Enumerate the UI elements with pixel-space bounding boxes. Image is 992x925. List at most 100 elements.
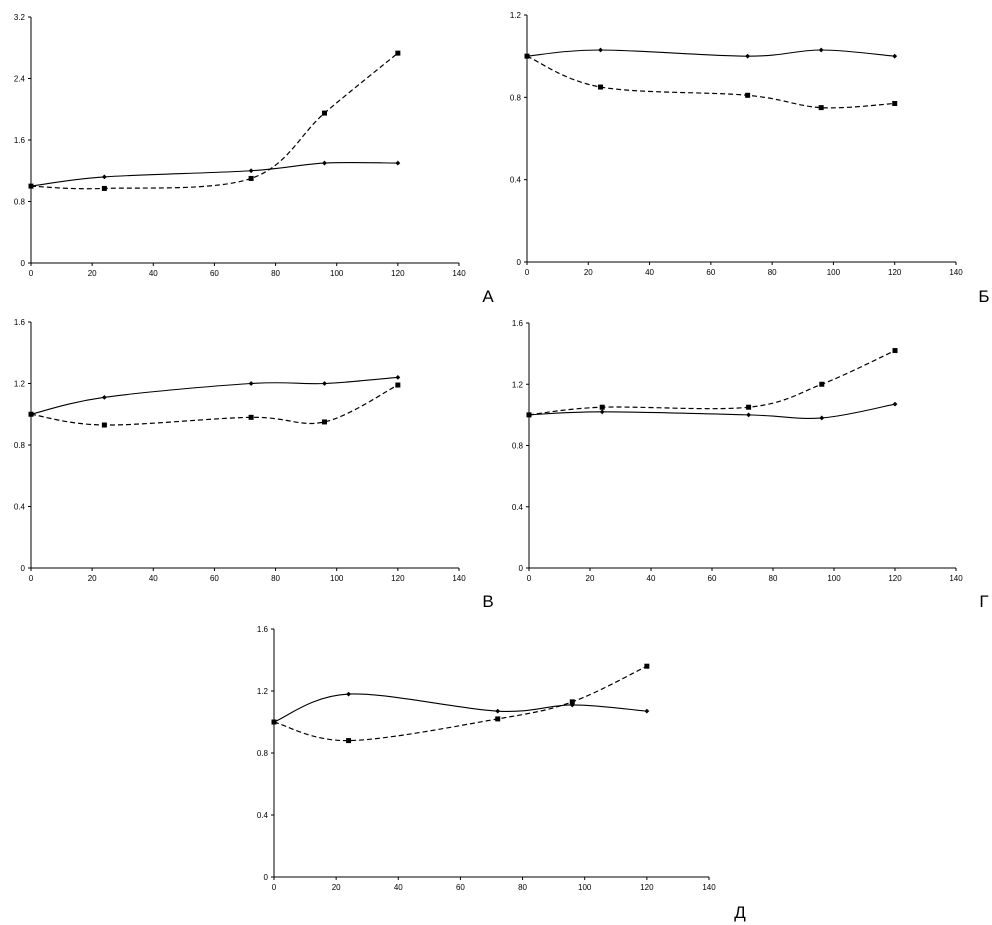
y-tick-label: 0.8 xyxy=(257,749,269,758)
x-tick-label: 0 xyxy=(29,269,34,278)
x-tick-label: 120 xyxy=(888,268,902,277)
x-tick-label: 120 xyxy=(391,269,405,278)
square-point-marker xyxy=(321,110,327,116)
diamond-point-marker xyxy=(745,53,751,59)
y-tick-label: 1.2 xyxy=(14,380,26,389)
diamond-point-marker xyxy=(892,53,898,59)
diamond-point-marker xyxy=(746,412,751,418)
x-tick-label: 100 xyxy=(827,268,841,277)
diamond-point-marker xyxy=(395,374,401,380)
square-point-marker xyxy=(101,185,107,191)
x-tick-label: 20 xyxy=(88,574,97,583)
panel-label: Б xyxy=(978,287,989,306)
square-point-marker xyxy=(818,105,824,111)
y-tick-label: 0.8 xyxy=(14,441,26,450)
y-tick-label: 0 xyxy=(264,873,269,882)
square-point-marker xyxy=(248,175,254,181)
series-line-2 xyxy=(273,665,648,742)
x-tick-label: 140 xyxy=(452,574,466,583)
x-tick-label: 60 xyxy=(706,268,715,277)
square-point-marker xyxy=(321,419,327,425)
y-tick-label: 2.4 xyxy=(14,75,26,84)
diamond-point-marker xyxy=(644,708,650,714)
square-point-marker xyxy=(524,53,530,59)
diamond-point-marker xyxy=(101,394,107,400)
x-tick-label: 120 xyxy=(888,574,902,583)
square-point-marker xyxy=(598,84,604,90)
square-point-marker xyxy=(248,414,254,420)
y-tick-label: 1.2 xyxy=(257,687,269,696)
x-tick-label: 120 xyxy=(391,574,405,583)
diamond-point-marker xyxy=(818,47,824,53)
x-tick-label: 40 xyxy=(149,269,158,278)
y-tick-label: 0 xyxy=(21,259,26,268)
diamond-point-marker xyxy=(395,160,401,166)
x-tick-label: 140 xyxy=(949,574,963,583)
diamond-point-marker xyxy=(892,401,898,407)
chart-panel-5: 0 0.4 0.8 1.2 1.6 0 20 40 60 80 100 120 140 Д xyxy=(257,625,746,922)
x-tick-label: 40 xyxy=(149,574,158,583)
x-tick-label: 60 xyxy=(210,269,219,278)
x-tick-label: 80 xyxy=(271,269,280,278)
diamond-point-marker xyxy=(322,160,327,166)
x-tick-label: 80 xyxy=(768,268,777,277)
square-point-marker xyxy=(892,348,898,354)
square-point-marker xyxy=(746,404,752,410)
panel-label: А xyxy=(482,287,494,306)
square-point-marker xyxy=(28,411,34,417)
square-point-marker xyxy=(495,716,501,722)
diamond-point-marker xyxy=(346,691,351,697)
diamond-point-marker xyxy=(599,409,605,415)
x-tick-label: 40 xyxy=(394,883,403,892)
y-tick-label: 1.2 xyxy=(510,11,522,20)
x-tick-label: 0 xyxy=(272,883,277,892)
chart-panel-1: 0 0.8 1.6 2.4 3.2 0 20 40 60 80 100 120 140 А xyxy=(14,13,494,306)
chart-panel-4: 0 0.4 0.8 1.2 1.6 0 20 40 60 80 100 120 140 Г xyxy=(512,319,989,611)
y-tick-label: 0.4 xyxy=(14,503,26,512)
x-tick-label: 100 xyxy=(330,269,344,278)
series-line-2 xyxy=(30,384,399,426)
diamond-point-marker xyxy=(495,708,501,714)
square-point-marker xyxy=(892,101,898,107)
x-tick-label: 60 xyxy=(210,574,219,583)
square-point-marker xyxy=(271,719,277,725)
square-point-marker xyxy=(28,183,34,189)
y-tick-label: 0.4 xyxy=(257,811,269,820)
x-tick-label: 140 xyxy=(702,883,716,892)
y-tick-label: 3.2 xyxy=(14,13,26,22)
x-tick-label: 140 xyxy=(949,268,963,277)
x-tick-label: 20 xyxy=(586,574,595,583)
square-point-marker xyxy=(395,50,401,56)
y-tick-label: 0 xyxy=(519,564,524,573)
series-line-1 xyxy=(273,693,647,723)
diamond-point-marker xyxy=(322,381,327,386)
diamond-point-marker xyxy=(248,381,254,386)
chart-panel-2: 0 0.4 0.8 1.2 0 20 40 60 80 100 120 140 Б xyxy=(510,11,990,306)
y-tick-label: 1.6 xyxy=(512,319,524,328)
x-tick-label: 100 xyxy=(330,574,344,583)
x-tick-label: 40 xyxy=(647,574,656,583)
series-line-2 xyxy=(526,55,895,109)
square-point-marker xyxy=(819,381,825,387)
x-tick-label: 100 xyxy=(578,883,592,892)
x-tick-label: 0 xyxy=(29,574,34,583)
square-point-marker xyxy=(569,699,575,705)
x-tick-label: 60 xyxy=(456,883,465,892)
x-tick-label: 80 xyxy=(518,883,527,892)
square-point-marker xyxy=(101,422,107,428)
series-line-1 xyxy=(526,49,895,57)
series-line-2 xyxy=(528,350,896,416)
y-tick-label: 0 xyxy=(517,258,522,267)
series-line-1 xyxy=(30,376,398,415)
square-point-marker xyxy=(599,404,605,410)
diamond-point-marker xyxy=(101,174,107,180)
x-tick-label: 80 xyxy=(769,574,778,583)
diamond-point-marker xyxy=(598,47,603,53)
y-tick-label: 0.8 xyxy=(510,93,522,102)
x-tick-label: 80 xyxy=(271,574,280,583)
y-tick-label: 0.4 xyxy=(512,503,524,512)
x-tick-label: 20 xyxy=(332,883,341,892)
square-point-marker xyxy=(745,92,751,98)
